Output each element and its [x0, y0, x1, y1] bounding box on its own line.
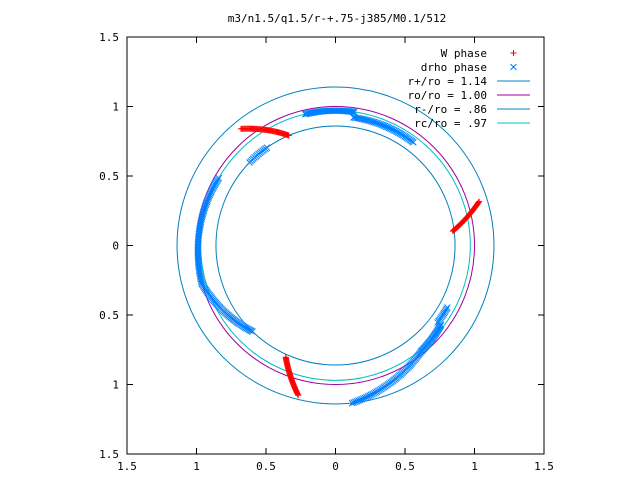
w-phase-point — [238, 125, 245, 132]
drho-phase-point — [194, 246, 202, 254]
x-tick-label: 0 — [332, 460, 339, 473]
w-phase-point — [476, 198, 483, 205]
legend-label: r-/ro = .86 — [414, 103, 487, 116]
x-tick-label: 1 — [193, 460, 200, 473]
x-tick-label: 0.5 — [256, 460, 276, 473]
drho-phase-point — [249, 328, 256, 335]
x-tick-label: 0.5 — [395, 460, 415, 473]
x-tick-label: 1.5 — [534, 460, 554, 473]
legend-marker — [510, 63, 517, 71]
drho-phase-point — [194, 242, 202, 249]
drho-phase-point — [351, 114, 359, 122]
circle-2 — [215, 125, 456, 366]
drho-phase-point — [350, 114, 357, 121]
data-points — [194, 107, 483, 407]
x-tick-label: 1.5 — [117, 460, 137, 473]
drho-phase-point — [303, 110, 310, 118]
y-tick-label: 1 — [112, 101, 119, 114]
chart-title: m3/n1.5/q1.5/r-+.75-j385/M0.1/512 — [228, 12, 447, 25]
axis-ticks: 1.5 1 0.5 0 0.5 1 1.51.510.500.511.5 — [99, 31, 554, 473]
y-tick-label: 1 — [112, 379, 119, 392]
reference-circles — [176, 86, 495, 405]
y-tick-label: 1.5 — [99, 448, 119, 461]
legend-label: r+/ro = 1.14 — [408, 75, 488, 88]
drho-phase-point — [443, 304, 451, 311]
drho-phase-point — [301, 110, 309, 118]
drho-phase-point — [304, 110, 311, 117]
w-phase-point — [475, 199, 482, 206]
y-tick-label: 0.5 — [99, 170, 119, 183]
w-phase-point — [295, 392, 302, 399]
legend-label: W phase — [441, 47, 487, 60]
drho-phase-point — [246, 159, 253, 166]
drho-phase-point — [437, 321, 445, 329]
legend-label: rc/ro = .97 — [414, 117, 487, 130]
legend-label: drho phase — [421, 61, 487, 74]
drho-phase-point — [194, 245, 202, 253]
drho-phase-point — [194, 243, 202, 251]
y-tick-label: 0.5 — [99, 309, 119, 322]
y-tick-label: 1.5 — [99, 31, 119, 44]
legend-label: ro/ro = 1.00 — [408, 89, 487, 102]
circle-0 — [176, 86, 495, 405]
y-tick-label: 0 — [112, 240, 119, 253]
x-tick-label: 1 — [471, 460, 478, 473]
legend-marker — [510, 50, 517, 56]
